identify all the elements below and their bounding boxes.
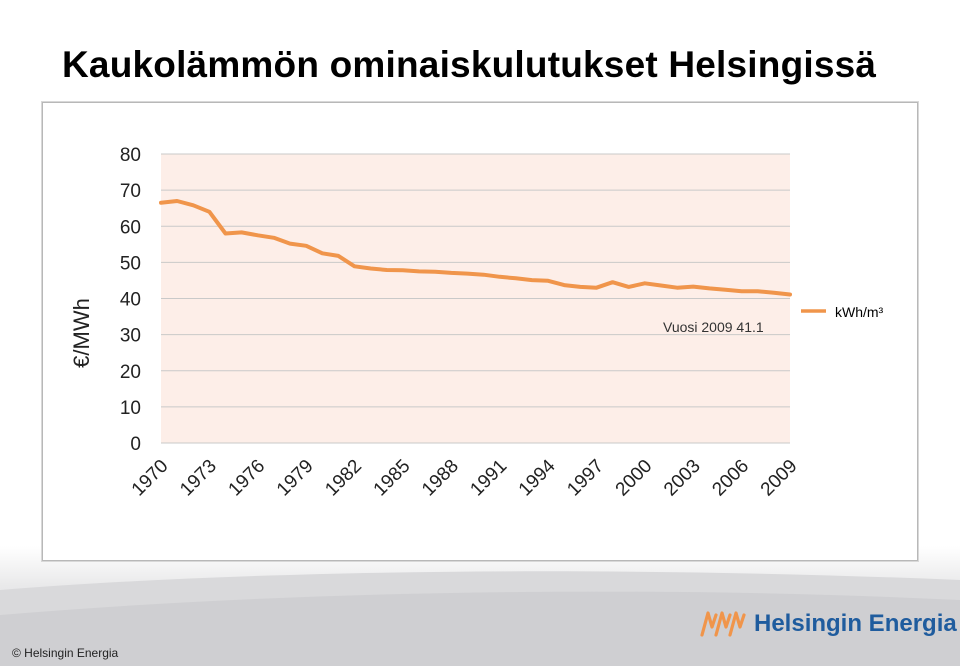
- logo-text: Helsingin Energia: [754, 610, 957, 637]
- chart-annotation: Vuosi 2009 41.1: [663, 319, 764, 335]
- helsingin-energia-logo-icon: [700, 611, 746, 637]
- y-tick-label: 80: [120, 145, 141, 166]
- x-tick-label: 2003: [660, 456, 705, 501]
- x-tick-label: 1976: [225, 456, 270, 501]
- series-line-kwh-m3: [159, 199, 792, 297]
- y-tick-label: 50: [120, 253, 141, 274]
- y-tick-label: 30: [120, 326, 141, 347]
- legend-label-kwh-m3: kWh/m³: [835, 304, 884, 320]
- x-tick-label: 2000: [612, 456, 657, 501]
- x-tick-label: 2009: [757, 456, 802, 501]
- y-axis-label: €/MWh: [69, 298, 94, 368]
- y-tick-label: 70: [120, 181, 141, 202]
- x-tick-label: 1994: [515, 455, 560, 500]
- x-tick-label: 1985: [370, 456, 415, 501]
- y-tick-label: 10: [120, 398, 141, 419]
- x-tick-label: 2006: [708, 456, 753, 501]
- x-tick-label: 1982: [321, 456, 366, 501]
- chart-legend: kWh/m³: [801, 304, 884, 320]
- y-tick-label: 40: [120, 290, 141, 311]
- x-tick-label: 1970: [128, 456, 173, 501]
- y-tick-label: 20: [120, 362, 141, 383]
- x-tick-label: 1997: [563, 456, 608, 501]
- company-logo: Helsingin Energia: [700, 606, 957, 642]
- y-tick-label: 60: [120, 217, 141, 238]
- y-tick-label: 0: [130, 434, 141, 455]
- footer-swoosh: [0, 571, 960, 666]
- x-tick-label: 1991: [466, 456, 511, 501]
- x-tick-label: 1973: [176, 456, 221, 501]
- x-tick-label: 1979: [273, 456, 318, 501]
- copyright-text: © Helsingin Energia: [12, 646, 119, 660]
- chart-frame: 0 10 20 30 40 50 60 70 80 1970 1973 1976 1979 1982 19…: [42, 102, 918, 561]
- page-title: Kaukolämmön ominaiskulutukset Helsingiss…: [62, 44, 877, 85]
- x-tick-label: 1988: [418, 456, 463, 501]
